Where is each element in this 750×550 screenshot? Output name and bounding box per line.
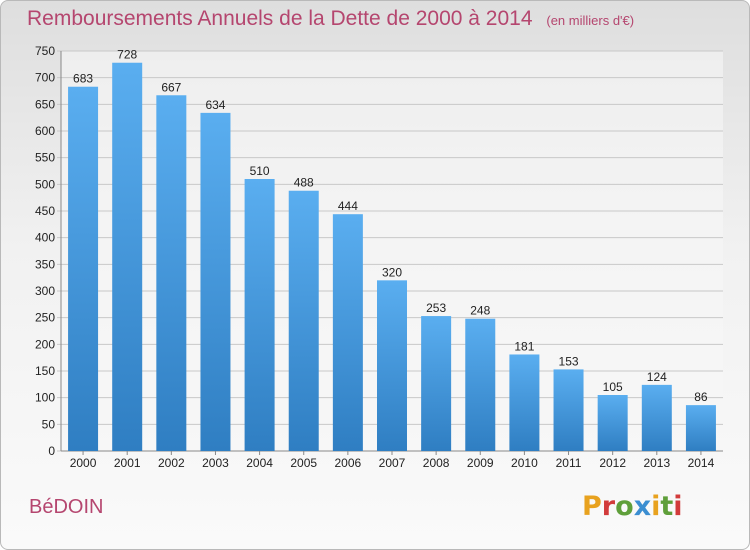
x-tick-label-2013: 2013: [643, 456, 670, 470]
proxiti-logo: Proxiti: [582, 491, 683, 522]
y-tick-label: 100: [35, 391, 55, 405]
data-label-2014: 86: [694, 390, 708, 404]
bar-2013: [641, 384, 672, 451]
bar-2007: [377, 280, 407, 451]
bar-2009: [465, 318, 496, 451]
bar-2002: [156, 95, 187, 452]
y-tick-label: 50: [42, 417, 56, 431]
bar-2014: [685, 405, 716, 451]
bar-2001: [112, 62, 143, 451]
x-tick-label-2005: 2005: [290, 456, 317, 470]
x-tick-label-2008: 2008: [423, 456, 450, 470]
y-tick-label: 0: [48, 444, 55, 458]
y-tick-label: 600: [35, 124, 55, 138]
bar-2012: [597, 395, 628, 451]
x-tick-label-2002: 2002: [158, 456, 185, 470]
y-tick-label: 150: [35, 364, 55, 378]
y-tick-label: 350: [35, 257, 55, 271]
x-tick-label-2009: 2009: [467, 456, 494, 470]
data-label-2006: 444: [338, 199, 358, 213]
x-tick-label-2001: 2001: [114, 456, 141, 470]
bar-2000: [68, 86, 99, 451]
bar-2003: [200, 112, 231, 451]
data-label-2010: 181: [514, 339, 534, 353]
x-tick-label-2004: 2004: [246, 456, 273, 470]
data-label-2001: 728: [117, 48, 137, 62]
data-label-2000: 683: [73, 72, 93, 86]
x-tick-label-2014: 2014: [688, 456, 715, 470]
y-tick-label: 650: [35, 97, 55, 111]
y-tick-label: 200: [35, 337, 55, 351]
bar-2004: [244, 179, 275, 451]
data-label-2004: 510: [250, 164, 270, 178]
x-tick-label-2007: 2007: [379, 456, 406, 470]
data-label-2013: 124: [647, 370, 667, 384]
data-label-2009: 248: [470, 304, 490, 318]
x-tick-label-2006: 2006: [335, 456, 362, 470]
y-tick-label: 700: [35, 71, 55, 85]
data-label-2012: 105: [603, 380, 623, 394]
bar-2011: [553, 369, 584, 451]
x-tick-label-2012: 2012: [599, 456, 626, 470]
data-label-2008: 253: [426, 301, 446, 315]
y-tick-label: 500: [35, 177, 55, 191]
data-label-2003: 634: [205, 98, 225, 112]
y-tick-label: 550: [35, 151, 55, 165]
data-label-2011: 153: [559, 354, 579, 368]
data-label-2007: 320: [382, 265, 402, 279]
data-label-2005: 488: [294, 176, 314, 190]
bar-2005: [288, 190, 319, 451]
x-tick-label-2000: 2000: [70, 456, 97, 470]
chart-title-text: Remboursements Annuels de la Dette de 20…: [27, 7, 533, 30]
chart-title: Remboursements Annuels de la Dette de 20…: [27, 7, 634, 31]
y-tick-label: 400: [35, 231, 55, 245]
data-label-2002: 667: [161, 80, 181, 94]
x-tick-label-2003: 2003: [202, 456, 229, 470]
x-tick-label-2010: 2010: [511, 456, 538, 470]
x-tick-label-2011: 2011: [556, 456, 582, 470]
y-tick-label: 300: [35, 284, 55, 298]
y-tick-label: 250: [35, 311, 55, 325]
y-tick-label: 450: [35, 204, 55, 218]
bar-2008: [421, 316, 452, 451]
y-tick-label: 750: [35, 44, 55, 58]
chart-unit: (en milliers d'€): [546, 13, 635, 28]
bar-2006: [332, 214, 363, 451]
commune-name: BéDOIN: [29, 496, 104, 518]
bar-2010: [509, 354, 540, 451]
